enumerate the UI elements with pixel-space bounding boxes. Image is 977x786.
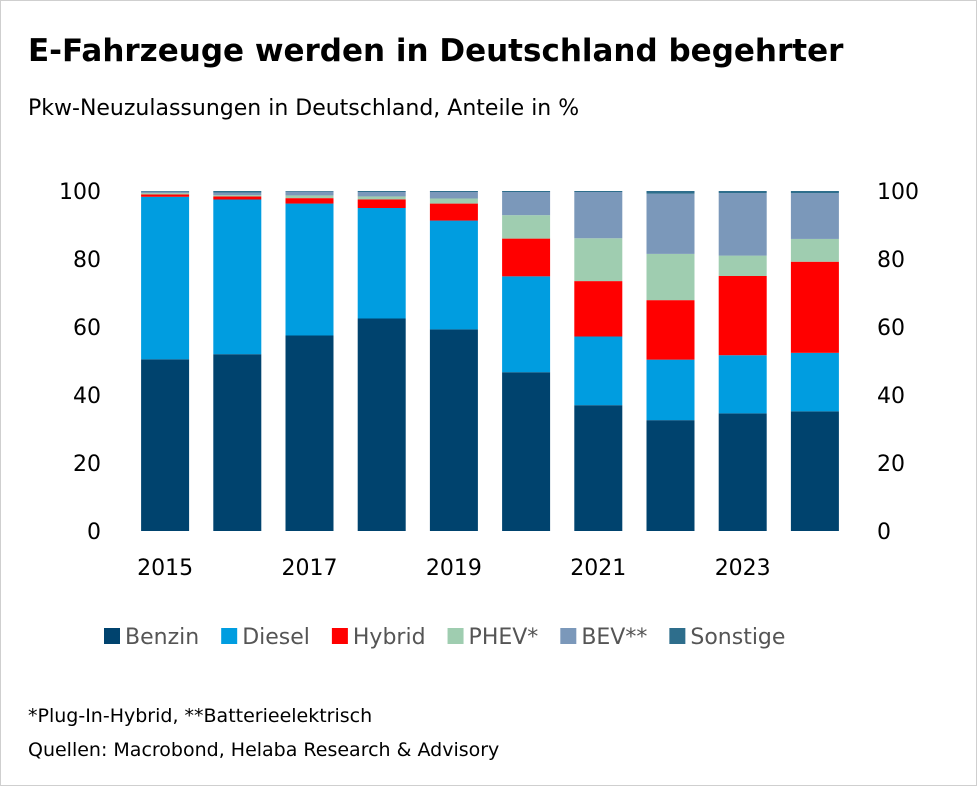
chart-subtitle: Pkw-Neuzulassungen in Deutschland, Antei… (28, 96, 580, 121)
legend-label-phev: PHEV* (469, 625, 539, 650)
bar-segment-benzin-2023 (718, 413, 767, 531)
sources-note: Quellen: Macrobond, Helaba Research & Ad… (28, 739, 500, 761)
footnote: *Plug-In-Hybrid, **Batterieelektrisch (28, 705, 373, 727)
bar-segment-sonstige-2022 (646, 191, 695, 194)
bar-segment-benzin-2015 (141, 359, 190, 531)
y-tick-right-0: 0 (877, 520, 891, 545)
chart-title: E-Fahrzeuge werden in Deutschland begehr… (28, 33, 844, 69)
y-tick-right-60: 60 (877, 316, 905, 341)
bar-segment-diesel-2021 (574, 336, 623, 406)
bar-segment-phev-2023 (718, 255, 767, 276)
bar-segment-bev-2016 (213, 192, 262, 196)
bar-segment-hybrid-2020 (502, 238, 551, 277)
bar-segment-hybrid-2015 (141, 194, 190, 197)
x-tick-2015: 2015 (137, 556, 193, 581)
bar-segment-sonstige-2023 (718, 191, 767, 194)
bar-segment-bev-2015 (141, 191, 190, 194)
bar-segment-hybrid-2023 (718, 276, 767, 356)
x-tick-2023: 2023 (715, 556, 771, 581)
bar-segment-phev-2024 (790, 238, 839, 262)
legend-swatch-hybrid (331, 628, 348, 644)
bar-segment-sonstige-2024 (790, 191, 839, 194)
legend-swatch-phev (447, 628, 464, 644)
bar-segment-phev-2018 (357, 196, 406, 200)
bar-segment-benzin-2017 (285, 335, 334, 531)
y-tick-left-40: 40 (73, 384, 101, 409)
bar-segment-benzin-2024 (790, 411, 839, 531)
legend-swatch-diesel (221, 628, 238, 644)
bar-segment-phev-2022 (646, 253, 695, 301)
y-tick-right-40: 40 (877, 384, 905, 409)
legend-label-sonstige: Sonstige (690, 625, 785, 650)
bar-segment-hybrid-2022 (646, 300, 695, 360)
legend-label-diesel: Diesel (242, 625, 310, 650)
bar-segment-hybrid-2024 (790, 261, 839, 353)
bar-segment-bev-2021 (574, 192, 623, 239)
bar-segment-benzin-2019 (429, 329, 478, 531)
bar-segment-bev-2023 (718, 193, 767, 256)
bar-segment-bev-2024 (790, 193, 839, 239)
bar-segment-sonstige-2018 (357, 191, 406, 193)
bar-segment-hybrid-2019 (429, 203, 478, 221)
bar-segment-sonstige-2016 (213, 191, 262, 193)
bar-segment-diesel-2022 (646, 359, 695, 421)
bar-segment-diesel-2019 (429, 220, 478, 330)
bar-segment-sonstige-2019 (429, 191, 478, 193)
legend-swatch-bev (560, 628, 577, 644)
bar-segment-bev-2017 (285, 191, 334, 196)
bar-segment-phev-2015 (141, 193, 190, 195)
bar-segment-diesel-2023 (718, 355, 767, 414)
bar-segment-diesel-2024 (790, 352, 839, 412)
bar-segment-phev-2021 (574, 238, 623, 282)
bar-segment-diesel-2020 (502, 276, 551, 373)
legend-label-benzin: Benzin (125, 625, 199, 650)
y-tick-right-20: 20 (877, 452, 905, 477)
bar-segment-sonstige-2015 (141, 191, 190, 192)
legend-label-bev: BEV** (581, 625, 647, 650)
bar-segment-phev-2017 (285, 195, 334, 199)
bar-segment-hybrid-2018 (357, 199, 406, 208)
y-tick-left-100: 100 (59, 180, 101, 205)
bar-segment-hybrid-2016 (213, 196, 262, 200)
legend-swatch-sonstige (669, 628, 686, 644)
y-tick-left-20: 20 (73, 452, 101, 477)
bar-segment-sonstige-2020 (502, 191, 551, 193)
bar-segment-hybrid-2021 (574, 281, 623, 337)
bar-segment-phev-2019 (429, 198, 478, 204)
bar-segment-benzin-2016 (213, 354, 262, 531)
bar-segment-benzin-2018 (357, 318, 406, 531)
y-tick-left-0: 0 (87, 520, 101, 545)
legend-swatch-benzin (104, 628, 120, 644)
x-tick-2021: 2021 (570, 556, 626, 581)
y-tick-right-100: 100 (877, 180, 919, 205)
stacked-bar-chart: 0 0 20 20 40 40 60 60 80 80 100 100 2015 2017 2019 2021… (59, 180, 919, 650)
x-tick-2017: 2017 (282, 556, 338, 581)
bar-segment-bev-2022 (646, 193, 695, 254)
bar-segment-sonstige-2021 (574, 191, 623, 193)
bar-segment-diesel-2018 (357, 208, 406, 319)
bar-segment-bev-2018 (357, 192, 406, 197)
legend-label-hybrid: Hybrid (353, 625, 426, 650)
bar-segment-bev-2019 (429, 192, 478, 199)
bar-segment-hybrid-2017 (285, 198, 334, 204)
y-tick-right-80: 80 (877, 248, 905, 273)
bar-segment-benzin-2020 (502, 372, 551, 531)
bar-segment-diesel-2015 (141, 196, 190, 360)
bar-segment-bev-2020 (502, 192, 551, 216)
x-tick-2019: 2019 (426, 556, 482, 581)
y-tick-left-60: 60 (73, 316, 101, 341)
y-tick-left-80: 80 (73, 248, 101, 273)
bar-segment-phev-2020 (502, 215, 551, 239)
bar-segment-benzin-2022 (646, 420, 695, 531)
bar-segment-sonstige-2017 (285, 191, 334, 192)
bar-segment-diesel-2016 (213, 199, 262, 355)
bar-segment-benzin-2021 (574, 405, 623, 531)
bar-segment-diesel-2017 (285, 203, 334, 336)
bar-segment-phev-2016 (213, 195, 262, 197)
